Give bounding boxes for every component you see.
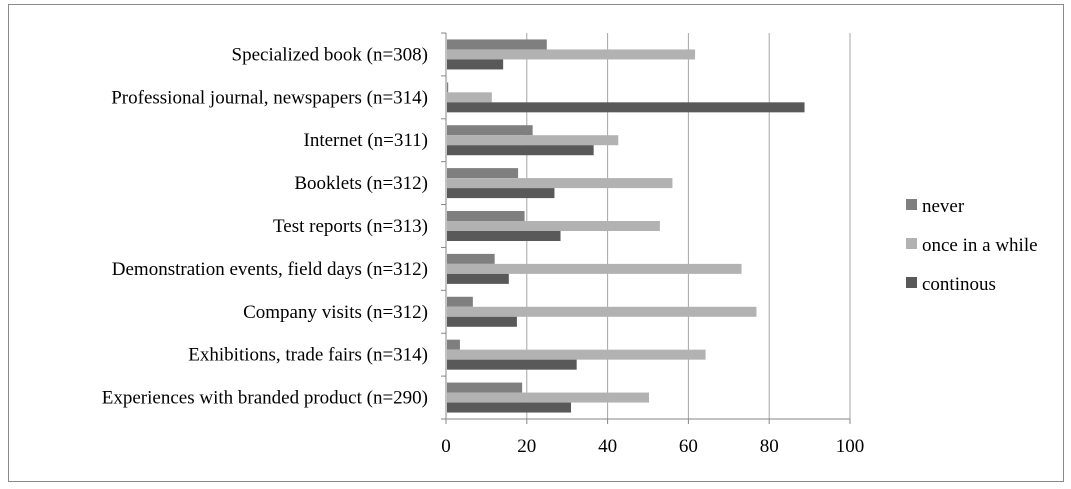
bar-never-6: [447, 296, 473, 307]
axes: [441, 32, 851, 424]
legend-swatch-never: [906, 199, 917, 210]
bar-never-3: [447, 168, 519, 179]
x-tick-labels: 0 20 40 60 80 100: [441, 436, 864, 457]
bar-never-1: [447, 82, 449, 93]
x-tick-label-0: 0: [441, 436, 451, 457]
category-label: Exhibitions, trade fairs (n=314): [188, 345, 428, 366]
legend-label-never: never: [922, 196, 965, 217]
bar-continous-3: [447, 188, 555, 199]
x-tick-label-60: 60: [679, 436, 698, 457]
category-label: Professional journal, newspapers (n=314): [111, 87, 428, 108]
bar-continous-7: [447, 359, 577, 370]
bar-once-in-a-while-7: [447, 349, 706, 360]
x-tick-label-80: 80: [760, 436, 779, 457]
bar-continous-8: [447, 402, 572, 413]
bar-continous-1: [447, 102, 805, 113]
bar-never-8: [447, 382, 523, 393]
category-label: Booklets (n=312): [294, 173, 428, 194]
category-label: Internet (n=311): [304, 130, 429, 151]
legend-label-continous: continous: [922, 274, 996, 295]
bar-continous-6: [447, 316, 517, 327]
category-label: Demonstration events, field days (n=312): [112, 259, 428, 280]
bar-continous-4: [447, 231, 561, 241]
bar-once-in-a-while-2: [447, 135, 619, 146]
bar-once-in-a-while-4: [447, 221, 660, 231]
bar-once-in-a-while-8: [447, 392, 649, 403]
bar-never-2: [447, 125, 533, 136]
bar-once-in-a-while-3: [447, 178, 673, 189]
category-label: Specialized book (n=308): [232, 44, 428, 65]
category-labels: Specialized book (n=308) Professional jou…: [102, 44, 428, 408]
bar-once-in-a-while-6: [447, 306, 757, 317]
bar-continous-5: [447, 273, 509, 284]
bar-continous-2: [447, 145, 594, 156]
x-tick-label-40: 40: [598, 436, 617, 457]
bar-continous-0: [447, 59, 504, 70]
x-tick-label-20: 20: [517, 436, 536, 457]
x-tick-label-100: 100: [836, 436, 865, 457]
category-label: Company visits (n=312): [243, 302, 428, 323]
bars: [447, 39, 805, 413]
bar-never-5: [447, 253, 495, 264]
legend-swatch-continous: [906, 277, 917, 288]
legend-swatch-once-in-a-while: [906, 238, 917, 249]
category-label: Test reports (n=313): [273, 216, 428, 237]
bar-once-in-a-while-5: [447, 263, 742, 274]
legend-label-once-in-a-while: once in a while: [922, 235, 1038, 256]
bar-never-0: [447, 39, 547, 50]
category-label: Experiences with branded product (n=290): [102, 388, 428, 409]
bar-once-in-a-while-0: [447, 49, 696, 60]
bar-never-4: [447, 211, 525, 221]
bar-once-in-a-while-1: [447, 92, 492, 103]
bar-never-7: [447, 339, 460, 350]
legend: never once in a while continous: [906, 196, 1038, 295]
